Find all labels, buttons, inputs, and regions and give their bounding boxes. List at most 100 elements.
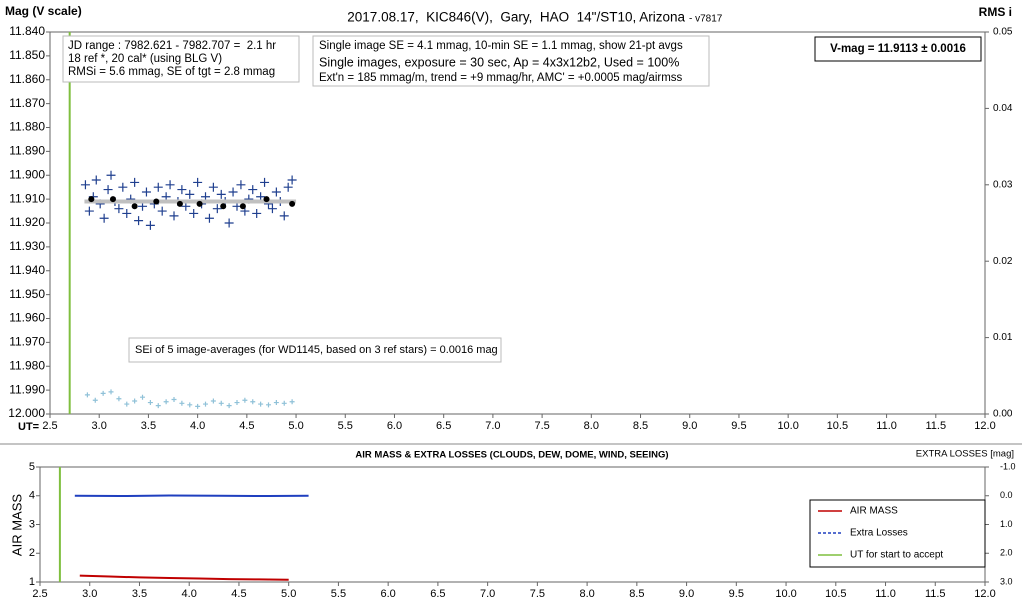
data-point — [260, 177, 270, 187]
data-point — [210, 398, 216, 404]
average-point — [109, 196, 116, 203]
data-point — [228, 187, 238, 197]
y2-tick-label: 2.0 — [1000, 548, 1013, 558]
y-tick-label: 11.940 — [9, 263, 45, 277]
y-tick-label: 11.870 — [9, 96, 45, 110]
y2-axis-label: EXTRA LOSSES [mag] — [916, 449, 1014, 460]
x-tick-label: 10.5 — [827, 420, 848, 432]
data-point — [103, 185, 113, 195]
y-tick-label: 11.860 — [9, 72, 45, 86]
x-tick-label: 7.5 — [534, 420, 549, 432]
data-point — [171, 396, 177, 402]
x-tick-label: 7.0 — [485, 420, 500, 432]
y-tick-label: 2 — [29, 547, 35, 559]
data-point — [147, 400, 153, 406]
y-axis-label: Mag (V scale) — [5, 4, 82, 18]
data-point — [252, 208, 262, 218]
series-line — [79, 574, 289, 581]
data-point — [122, 208, 132, 218]
y-tick-label: 11.890 — [9, 144, 45, 158]
annotation-text: 18 ref *, 20 cal* (using BLG V) — [68, 53, 222, 65]
data-point — [99, 213, 109, 223]
x-tick-label: 8.0 — [584, 420, 599, 432]
data-point — [177, 185, 187, 195]
data-point — [189, 208, 199, 218]
x-tick-label: 10.0 — [775, 588, 796, 600]
data-point — [114, 204, 124, 214]
y-tick-label: 11.840 — [9, 24, 45, 38]
x-tick-label: 12.0 — [974, 420, 995, 432]
y-tick-label: 11.990 — [9, 382, 45, 396]
annotation-text: SEi of 5 image-averages (for WD1145, bas… — [135, 344, 498, 356]
x-tick-label: 3.5 — [132, 588, 147, 600]
data-point — [208, 182, 218, 192]
data-point — [267, 204, 277, 214]
x-tick-label: 6.5 — [430, 588, 445, 600]
x-tick-label: 9.0 — [682, 420, 697, 432]
x-tick-label: 10.0 — [777, 420, 798, 432]
data-point — [224, 218, 234, 228]
data-point — [234, 400, 240, 406]
data-point — [84, 392, 90, 398]
x-tick-label: 6.0 — [381, 588, 396, 600]
x-tick-label: 5.0 — [281, 588, 296, 600]
data-point — [279, 211, 289, 221]
data-point — [106, 170, 116, 180]
data-point — [203, 401, 209, 407]
data-point — [124, 401, 130, 407]
legend-label: AIR MASS — [850, 506, 898, 517]
x-tick-label: 5.5 — [338, 420, 353, 432]
y-tick-label: 11.980 — [9, 358, 45, 372]
x-tick-label: 9.5 — [731, 420, 746, 432]
y2-tick-label: 3.0 — [1000, 576, 1013, 586]
data-point — [273, 400, 279, 406]
data-point — [163, 399, 169, 405]
y-tick-label: 4 — [29, 490, 35, 502]
data-point — [250, 399, 256, 405]
x-tick-label: 11.5 — [925, 588, 946, 600]
y-tick-label: 11.930 — [9, 239, 45, 253]
average-point — [263, 196, 270, 203]
y2-tick-label: -1.0 — [1000, 461, 1016, 471]
data-point — [145, 220, 155, 230]
y-tick-label: 3 — [29, 518, 35, 530]
data-point — [226, 403, 232, 409]
data-point — [289, 399, 295, 405]
x-tick-label: 8.0 — [579, 588, 594, 600]
average-point — [88, 196, 95, 203]
y2-tick-label: 0.02 — [993, 256, 1013, 267]
y-tick-label: 11.950 — [9, 287, 45, 301]
data-point — [80, 180, 90, 190]
average-point — [153, 198, 160, 205]
y2-tick-label: 0.01 — [993, 332, 1013, 343]
series-line — [74, 494, 309, 498]
data-point — [236, 180, 246, 190]
x-tick-label: 4.5 — [239, 420, 254, 432]
data-point — [185, 189, 195, 199]
annotation-box — [312, 35, 710, 87]
x-tick-label: 10.5 — [825, 588, 846, 600]
data-point — [130, 177, 140, 187]
data-point — [84, 206, 94, 216]
data-point — [118, 182, 128, 192]
x-tick-label: 7.0 — [480, 588, 495, 600]
data-point — [116, 396, 122, 402]
annotation-box — [814, 36, 982, 62]
data-point — [287, 175, 297, 185]
data-point — [248, 185, 258, 195]
x-tick-label: 11.0 — [875, 588, 896, 600]
data-point — [195, 403, 201, 409]
x-tick-label: 6.0 — [387, 420, 402, 432]
x-tick-label: 9.5 — [729, 588, 744, 600]
x-tick-label: 12.0 — [974, 588, 995, 600]
average-point — [176, 200, 183, 207]
annotation-text: V-mag = 11.9113 ± 0.0016 — [830, 43, 966, 55]
y2-tick-label: 0.04 — [993, 103, 1013, 114]
data-point — [218, 400, 224, 406]
annotation-text: RMSi = 5.6 mmag, SE of tgt = 2.8 mmag — [68, 66, 275, 78]
chart-subtitle: - v7817 — [689, 14, 723, 25]
data-point — [212, 204, 222, 214]
data-point — [216, 189, 226, 199]
annotation-box — [62, 35, 300, 83]
